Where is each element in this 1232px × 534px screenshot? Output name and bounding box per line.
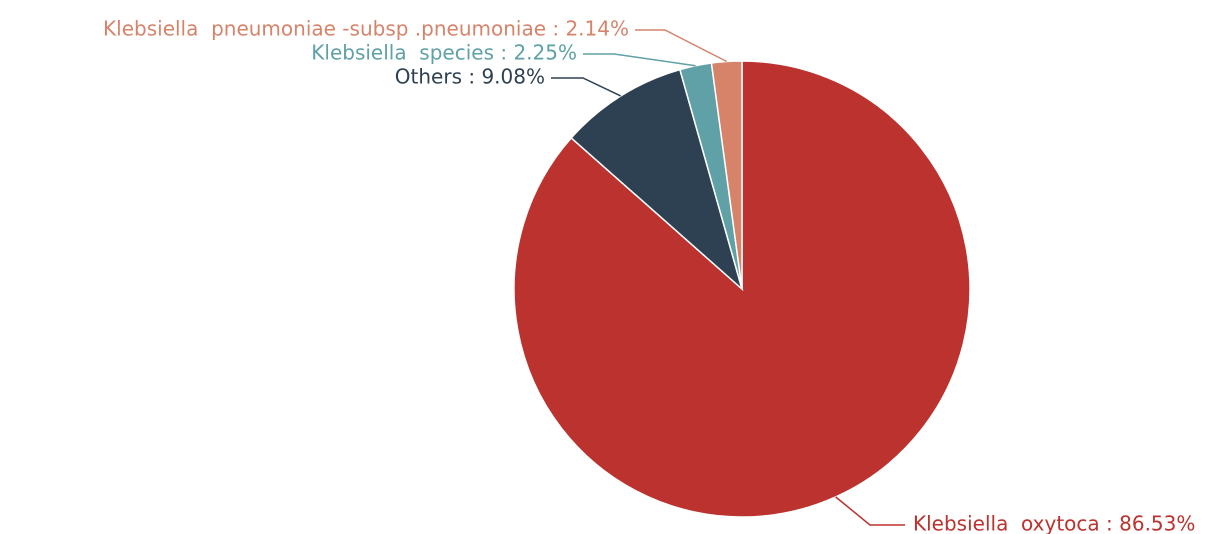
slice-label-1: Others : 9.08% <box>395 65 545 89</box>
leader-line-3 <box>635 29 728 63</box>
pie-labels: Klebsiella oxytoca : 86.53% Others : 9.08… <box>103 17 1195 534</box>
slice-label-3: Klebsiella pneumoniae -subsp .pneumoniae… <box>103 17 629 41</box>
slice-label-0: Klebsiella oxytoca : 86.53% <box>913 512 1195 534</box>
pie-slices <box>513 60 971 518</box>
leader-line-2 <box>583 53 696 67</box>
leader-line-1 <box>551 77 622 97</box>
leader-line-0 <box>835 496 905 526</box>
pie-slice-1 <box>570 68 744 292</box>
slice-label-2: Klebsiella species : 2.25% <box>311 41 577 65</box>
